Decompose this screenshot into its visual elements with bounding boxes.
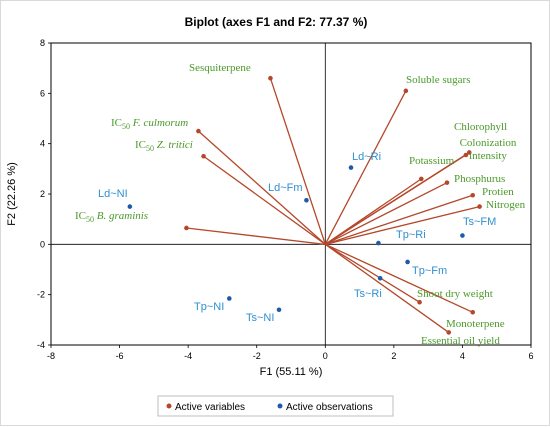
chart-title: Biplot (axes F1 and F2: 77.37 %) [185,15,368,29]
y-tick-label: 0 [40,239,45,249]
variable-label: IC50 F. culmorum [111,117,188,131]
x-tick-label: 6 [528,351,533,361]
observation-point [127,204,133,209]
variable-label: Protien [482,186,514,198]
observation-points [127,165,465,313]
variable-vector [203,155,326,245]
variable-point [418,176,424,182]
y-tick-label: 2 [40,189,45,199]
y-tick-label: 4 [40,139,45,149]
y-tick-label: 6 [40,88,45,98]
observation-point [460,233,465,238]
observation-label: Ts~FM [463,216,496,228]
variable-vector [324,182,448,245]
variable-vector [325,194,473,245]
variable-label: Nitrogen [486,199,526,211]
x-tick-label: 0 [323,351,328,361]
variable-vector [324,154,467,245]
observation-label: Ts~NI [246,312,274,324]
variable-point [446,330,452,335]
variable-point [470,192,476,198]
observation-label: Ld~NI [98,188,128,200]
y-axis-title: F2 (22.26 %) [6,162,18,226]
variable-vector [325,243,473,313]
variable-vector [324,90,407,245]
variable-label: Phosphurus [454,173,505,185]
x-tick-label: -6 [116,351,124,361]
legend-box [157,395,394,417]
variable-point [196,128,201,134]
x-tick-label: -8 [47,351,55,361]
x-tick-label: 2 [391,351,396,361]
variable-label: IC50 B. graminis [75,210,148,224]
variable-point [201,153,206,159]
variable-vector [324,178,422,245]
variable-label: Chlorophyll [454,121,507,133]
observation-label: Ts~Ri [354,288,382,300]
variable-vector [269,78,326,245]
point-labels: Sesquiterpene IC50 F. culmorum IC50 Z. tri… [75,62,526,347]
y-tick-label: -4 [37,340,45,350]
variable-label: Soluble sugars [406,74,470,86]
variable-label: Potassium [409,155,455,167]
x-axis-title: F1 (55.11 %) [260,366,323,378]
variable-point [403,88,409,94]
legend: Active variables Active observations [157,395,394,417]
observation-label: Tp~NI [194,301,224,313]
variable-point [184,225,189,231]
x-tick-label: -4 [184,351,192,361]
variable-vector [324,243,450,333]
x-tick-label: -2 [253,351,261,361]
observation-point [226,296,232,301]
observation-label: Ld~Fm [268,182,303,194]
variable-point [470,309,476,315]
observation-point [405,259,410,265]
legend-observations-label: Active observations [286,402,373,413]
y-tick-label: 8 [40,38,45,48]
observation-point [376,240,381,246]
y-tick-label: -2 [37,290,45,300]
variable-label: Monoterpene [446,318,505,330]
variable-label: Shoot dry weight [417,288,493,300]
observation-label: Tp~Ri [396,229,426,241]
observation-point [348,165,354,170]
plot-area: -8 -6 -4 -2 0 2 4 6 8 6 4 2 0 -2 -4 [37,38,534,361]
observation-label: Ld~Ri [352,151,381,163]
variable-point [268,75,273,81]
observation-point [304,197,309,203]
variable-point [463,152,469,158]
variable-label: IC50 Z. tritici [135,139,193,153]
variable-point [477,204,482,209]
legend-observations-marker [277,403,283,409]
variable-point [444,180,450,185]
variable-label: Sesquiterpene [189,62,251,74]
legend-variables-label: Active variables [175,402,245,413]
legend-variables-marker [166,403,172,409]
variable-vector [197,130,326,245]
variable-vector [325,205,480,245]
observation-point [276,307,282,313]
variable-vector [186,227,326,245]
variable-label: Colonization intensity [460,137,517,162]
variable-point [417,299,422,305]
observation-point [377,276,383,281]
variable-label: Essential oil yield [421,335,500,347]
observation-label: Tp~Fm [412,265,447,277]
variable-vector [324,243,420,303]
x-tick-label: 4 [460,351,465,361]
variable-point [466,150,472,155]
variable-vectors [184,75,482,335]
